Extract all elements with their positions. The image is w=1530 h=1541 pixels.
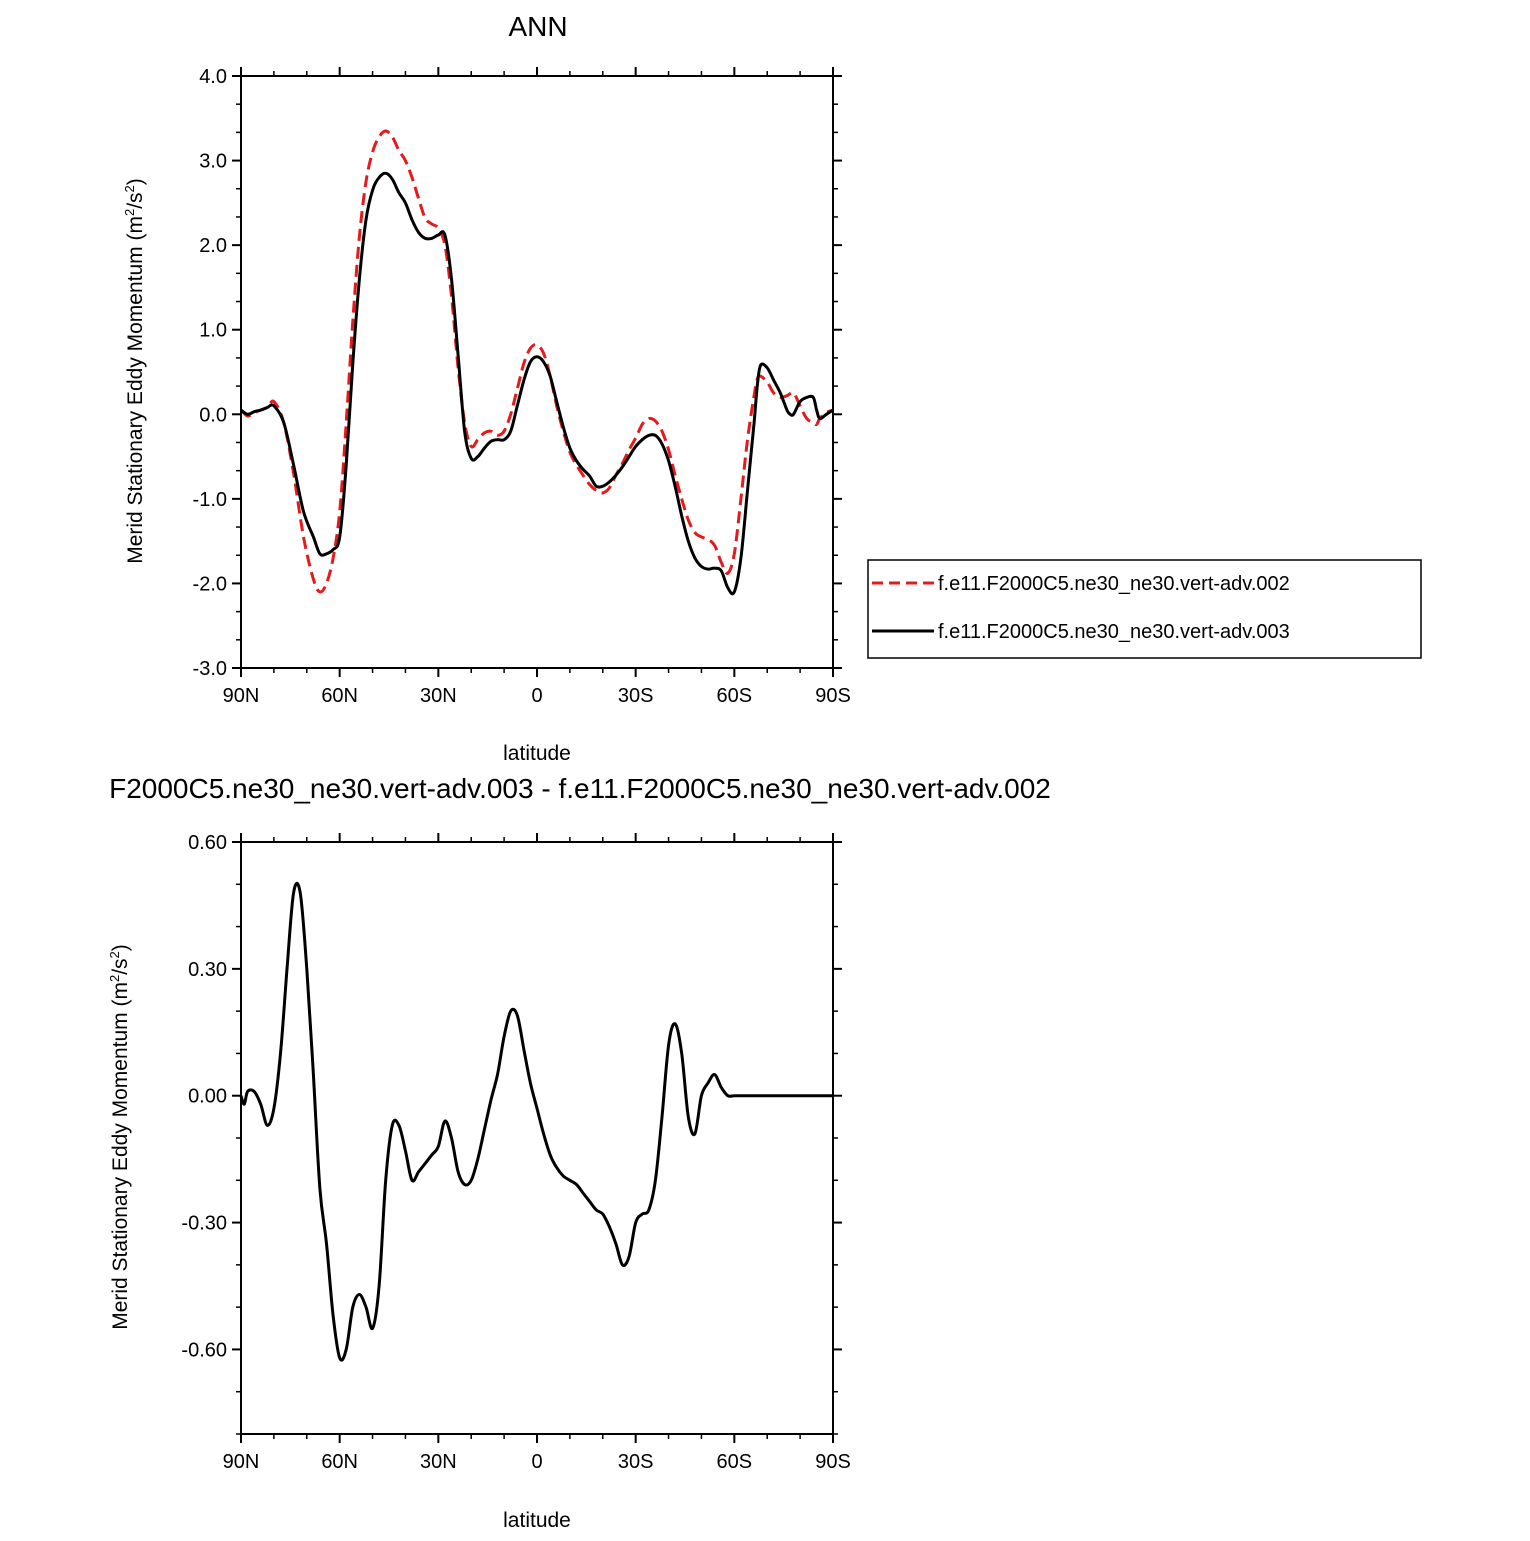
bottom-x-tick-label: 90S (815, 1451, 851, 1473)
top-plot-frame (240, 75, 834, 669)
top-y-tick-label: 4.0 (199, 66, 227, 88)
bottom-y-axis-label-sup-2a: 2 (107, 975, 122, 982)
top-y-axis-label-slash: /s (124, 192, 147, 208)
bottom-y-tick-labels: 0.60 0.30 0.00 -0.30 -0.60 (181, 832, 227, 1361)
bottom-y-tick-label: -0.30 (181, 1213, 227, 1235)
top-y-axis-label-sup-2a: 2 (122, 209, 137, 216)
top-x-tick-label: 90N (223, 685, 260, 707)
bottom-x-tick-label: 30S (618, 1451, 654, 1473)
bottom-series-line-0 (239, 881, 833, 1362)
bottom-x-tick-label: 60S (717, 1451, 753, 1473)
top-chart-title: ANN (508, 11, 567, 42)
top-x-axis-label: latitude (503, 742, 571, 765)
top-panel: ANN Merid Stationary Eddy Momentum (m2/s… (122, 11, 851, 765)
bottom-x-tick-label: 90N (223, 1451, 260, 1473)
top-y-tick-label: 0.0 (199, 404, 227, 426)
top-x-tick-label: 60N (321, 685, 358, 707)
top-x-tick-label: 60S (717, 685, 753, 707)
bottom-x-tick-labels: 90N 60N 30N 0 30S 60S 90S (223, 1451, 851, 1473)
top-series-line-0 (239, 129, 834, 594)
bottom-plot-ticks (232, 833, 842, 1443)
bottom-y-axis-label-slash: /s (109, 958, 132, 974)
top-x-tick-labels: 90N 60N 30N 0 30S 60S 90S (223, 685, 851, 707)
bottom-x-tick-label: 0 (531, 1451, 542, 1473)
legend-box (867, 559, 1422, 659)
top-x-tick-label: 30S (618, 685, 654, 707)
top-x-tick-label: 90S (815, 685, 851, 707)
bottom-y-tick-label: 0.60 (188, 832, 227, 854)
legend-label-003: f.e11.F2000C5.ne30_ne30.vert-adv.003 (938, 621, 1290, 643)
bottom-y-axis-label-sup-2b: 2 (107, 951, 122, 958)
top-y-tick-label: -2.0 (193, 573, 227, 595)
bottom-x-axis-label: latitude (503, 1509, 571, 1532)
top-ylabel-group: Merid Stationary Eddy Momentum (m2/s2) (122, 178, 147, 564)
top-plot-series (239, 129, 834, 596)
bottom-y-tick-label: -0.60 (181, 1339, 227, 1361)
bottom-y-tick-label: 0.00 (188, 1086, 227, 1108)
bottom-ylabel-group: Merid Stationary Eddy Momentum (m2/s2) (107, 944, 132, 1330)
bottom-y-axis-label-main: Merid Stationary Eddy Momentum (m (109, 982, 132, 1330)
top-y-axis-label: Merid Stationary Eddy Momentum (m2/s2) (122, 178, 147, 564)
top-y-axis-label-sup-2b: 2 (122, 185, 137, 192)
top-y-tick-label: 2.0 (199, 235, 227, 257)
top-y-axis-label-main: Merid Stationary Eddy Momentum (m (124, 216, 147, 564)
top-y-tick-label: -3.0 (193, 658, 227, 680)
top-series-line-1 (240, 171, 834, 596)
top-x-tick-label: 0 (531, 685, 542, 707)
legend-label-002: f.e11.F2000C5.ne30_ne30.vert-adv.002 (938, 573, 1290, 595)
bottom-x-tick-label: 60N (321, 1451, 358, 1473)
top-plot-ticks (232, 67, 842, 677)
bottom-chart-title: F2000C5.ne30_ne30.vert-adv.003 - f.e11.F… (109, 773, 1051, 804)
legend: f.e11.F2000C5.ne30_ne30.vert-adv.002 f.e… (867, 559, 1422, 659)
top-y-tick-label: -1.0 (193, 489, 227, 511)
bottom-plot-series (239, 881, 833, 1362)
top-x-tick-label: 30N (420, 685, 457, 707)
bottom-y-axis-label: Merid Stationary Eddy Momentum (m2/s2) (107, 944, 132, 1330)
top-y-tick-label: 1.0 (199, 320, 227, 342)
bottom-y-axis-label-close: ) (109, 944, 132, 951)
bottom-x-tick-label: 30N (420, 1451, 457, 1473)
bottom-y-tick-label: 0.30 (188, 959, 227, 981)
top-y-tick-labels: 4.0 3.0 2.0 1.0 0.0 -1.0 -2.0 -3.0 (193, 66, 227, 680)
bottom-plot-frame (240, 841, 834, 1435)
top-y-axis-label-close: ) (124, 178, 147, 185)
top-y-tick-label: 3.0 (199, 151, 227, 173)
bottom-panel: F2000C5.ne30_ne30.vert-adv.003 - f.e11.F… (107, 773, 1051, 1532)
